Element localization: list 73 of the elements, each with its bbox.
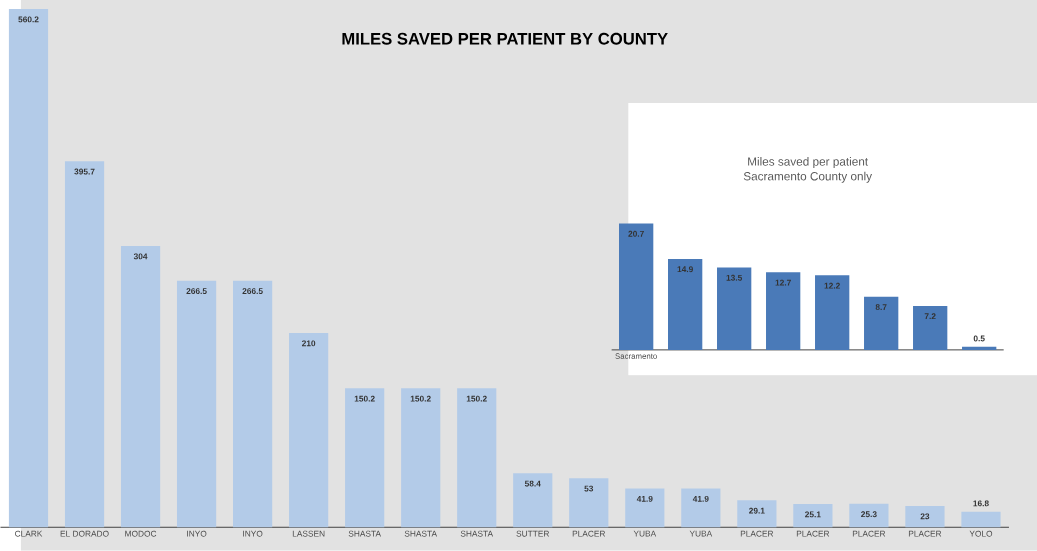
x-tick-label: PLACER	[852, 530, 886, 537]
data-label: 41.9	[636, 496, 653, 502]
x-tick-label: INYO	[187, 530, 207, 537]
bar	[793, 504, 833, 528]
x-tick-label: CLARK	[15, 530, 43, 537]
bar	[625, 488, 665, 528]
bar	[8, 9, 49, 528]
x-tick-label: MODOC	[125, 530, 157, 537]
bar	[513, 473, 553, 528]
data-label: 14.9	[677, 266, 693, 273]
bar	[120, 246, 161, 528]
data-label: 266.5	[242, 288, 263, 295]
x-tick-label: SHASTA	[404, 530, 438, 537]
bar	[233, 280, 273, 528]
data-label: 8.7	[875, 304, 887, 311]
bar	[401, 388, 441, 528]
x-tick-label: YOLO	[969, 530, 993, 537]
chart-title: Miles saved per patient	[748, 157, 869, 169]
bar	[962, 346, 997, 350]
data-label: 12.2	[824, 282, 840, 289]
data-label: 266.5	[186, 288, 207, 295]
x-tick-label: PLACER	[740, 530, 774, 537]
bar	[64, 161, 105, 528]
bar	[717, 267, 752, 350]
data-label: 150.2	[354, 395, 375, 402]
data-label: 12.7	[775, 279, 791, 286]
bar	[913, 306, 948, 350]
bar	[815, 275, 850, 350]
x-tick-label: PLACER	[796, 530, 830, 537]
data-label: 0.5	[973, 335, 985, 342]
bar	[176, 280, 217, 528]
data-label: 560.2	[18, 16, 39, 23]
bar	[289, 333, 329, 528]
x-tick-label: LASSEN	[292, 530, 325, 537]
data-label: 210	[301, 340, 316, 347]
bar	[905, 506, 945, 528]
x-tick-label: PLACER	[572, 530, 606, 537]
data-label: 20.7	[628, 230, 644, 237]
chart-subtitle: Sacramento County only	[743, 171, 873, 183]
data-label: 13.5	[726, 274, 743, 281]
bar	[849, 503, 889, 528]
data-label: 395.7	[74, 168, 95, 175]
data-label: 7.2	[924, 313, 936, 320]
bar	[961, 511, 1001, 528]
bar	[457, 388, 497, 528]
data-label: 41.9	[692, 496, 709, 502]
x-tick-label: SHASTA	[460, 530, 494, 537]
bar	[619, 223, 654, 350]
x-tick-label: YUBA	[689, 530, 713, 537]
bar	[668, 258, 703, 350]
data-label: 150.2	[410, 395, 431, 402]
x-tick-label: YUBA	[633, 530, 657, 537]
data-label: 25.1	[805, 511, 821, 518]
data-label: 23	[920, 513, 930, 520]
data-label: 304	[133, 253, 148, 260]
data-label: 150.2	[466, 395, 487, 402]
x-tick-label: EL DORADO	[60, 530, 109, 537]
x-tick-label: SUTTER	[516, 530, 550, 537]
x-tick-label: INYO	[243, 530, 263, 537]
data-label: 29.1	[749, 507, 765, 514]
bar	[569, 478, 609, 528]
bar	[766, 272, 801, 350]
data-label: 53	[584, 485, 594, 492]
data-label: 16.8	[973, 500, 989, 507]
data-label: 58.4	[524, 480, 541, 487]
bar	[864, 296, 899, 350]
text: MILES SAVED PER PATIENT BY COUNTY	[342, 32, 668, 45]
x-tick-label: SHASTA	[348, 530, 381, 537]
bar	[737, 500, 777, 528]
data-label: 25.3	[861, 511, 877, 518]
x-tick-label: PLACER	[908, 530, 942, 537]
bar	[681, 488, 721, 528]
bar	[345, 388, 385, 528]
